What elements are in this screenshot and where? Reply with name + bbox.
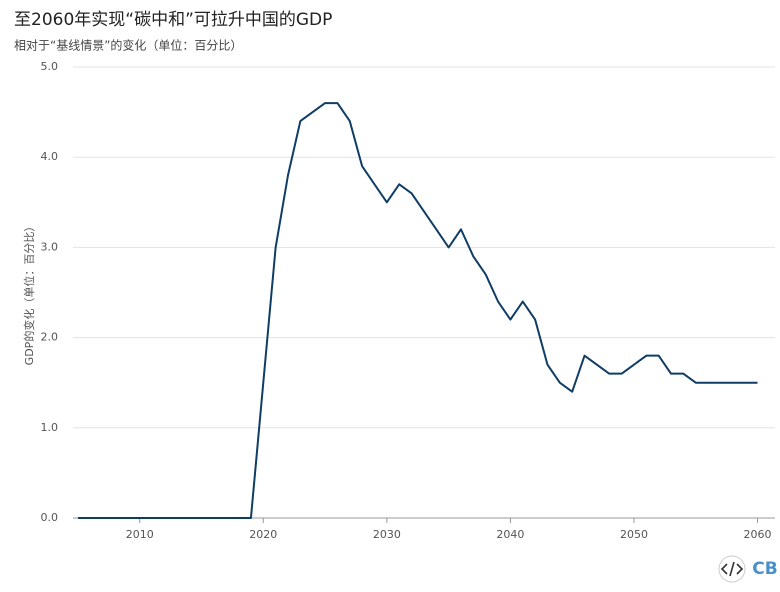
y-tick-label: 0.0 [41,511,59,524]
x-tick-label: 2030 [373,528,401,541]
data-line [77,102,758,519]
x-tick-label: 2050 [620,528,648,541]
x-tick-label: 2040 [496,528,524,541]
logo: CB [752,559,777,579]
y-tick-label: 5.0 [41,60,59,73]
chart-subtitle: 相对于“基线情景”的变化（单位：百分比） [14,38,242,53]
x-tick-label: 2010 [126,528,154,541]
y-tick-label: 1.0 [41,421,59,434]
y-tick-label: 2.0 [41,331,59,344]
chart-title: 至2060年实现“碳中和”可拉升中国的GDP [14,10,332,30]
y-tick-label: 4.0 [41,150,59,163]
x-tick-label: 2020 [249,528,277,541]
y-tick-label: 3.0 [41,240,59,253]
x-tick-label: 2060 [744,528,772,541]
code-icon[interactable] [718,555,746,583]
y-axis-label: GDP的变化（单位：百分比） [22,221,36,366]
